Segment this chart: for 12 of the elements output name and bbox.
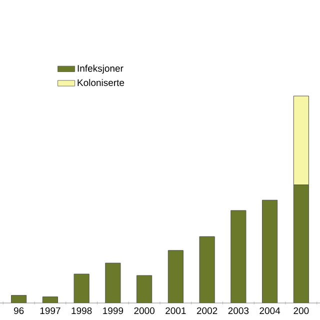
- x-tick-label: 2000: [134, 307, 154, 314]
- legend-label: Koloniserte: [78, 79, 124, 86]
- x-tick-label: 96: [14, 307, 24, 314]
- x-tick-label: 2003: [228, 307, 249, 314]
- x-tick-label: 2002: [196, 307, 218, 314]
- x-tick-label: 2004: [260, 307, 280, 314]
- x-tick-label: 1997: [40, 307, 60, 314]
- x-tick-label: 2001: [166, 307, 186, 314]
- x-tick-label: 200: [294, 307, 309, 314]
- x-tick-label: 1998: [72, 307, 92, 314]
- legend-label: Infeksjoner: [78, 64, 124, 74]
- x-tick-label: 1999: [103, 307, 124, 314]
